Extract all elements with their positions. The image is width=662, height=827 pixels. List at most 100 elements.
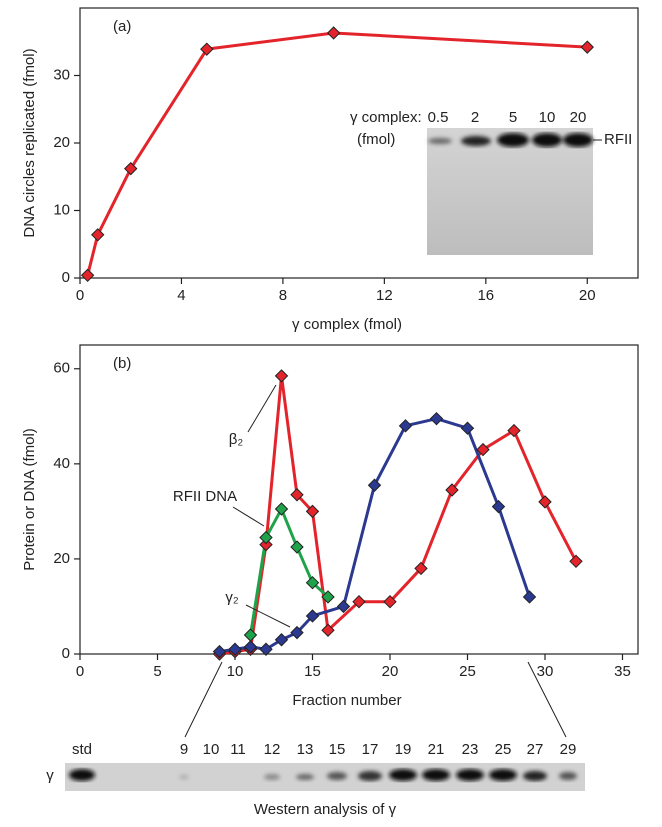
lane-label: 20 — [570, 109, 587, 126]
x-tick-label: 15 — [304, 663, 321, 680]
inset-label: γ complex: — [350, 109, 422, 126]
gel-lane-label: 19 — [395, 741, 412, 758]
data-point — [367, 478, 382, 492]
lane-label: 0.5 — [428, 109, 449, 126]
data-point — [383, 595, 397, 609]
y-axis-label: Protein or DNA (fmol) — [21, 428, 38, 571]
panel-label: (b) — [113, 355, 131, 372]
data-point — [212, 644, 227, 659]
data-point — [259, 642, 273, 656]
data-point — [274, 369, 289, 383]
y-tick-label: 10 — [53, 201, 70, 218]
gel-lane-label: 13 — [297, 741, 314, 758]
x-tick-label: 8 — [279, 287, 287, 304]
y-tick-label: 20 — [53, 134, 70, 151]
data-point — [259, 530, 273, 545]
band-label: RFII — [604, 131, 632, 148]
gel-lane-label: 9 — [180, 741, 188, 758]
x-tick-label: 4 — [177, 287, 185, 304]
data-point — [538, 495, 552, 509]
series-annotation: γ₂ — [225, 589, 239, 606]
gel-lane-label: 29 — [560, 741, 577, 758]
annotation-leader — [247, 384, 277, 433]
data-point — [200, 42, 214, 56]
data-point — [290, 488, 304, 502]
inset-bands — [428, 133, 593, 147]
gel-lane-label: 12 — [264, 741, 281, 758]
inset-gel — [427, 128, 593, 255]
y-tick-label: 40 — [53, 455, 70, 472]
x-axis-label: γ complex (fmol) — [292, 316, 402, 333]
data-point — [522, 590, 537, 604]
data-point — [305, 609, 320, 623]
data-point — [414, 561, 428, 576]
data-point — [326, 26, 341, 40]
annotation-leader — [245, 604, 291, 628]
x-tick-label: 20 — [382, 663, 399, 680]
data-point — [445, 483, 459, 497]
inset-unit: (fmol) — [357, 131, 395, 148]
data-point — [228, 642, 242, 656]
data-point — [124, 161, 138, 176]
x-tick-label: 35 — [614, 663, 631, 680]
x-tick-label: 0 — [76, 287, 84, 304]
x-tick-label: 30 — [537, 663, 554, 680]
series-line — [219, 374, 578, 656]
x-tick-label: 12 — [376, 287, 393, 304]
data-point — [321, 590, 335, 604]
data-point — [91, 228, 105, 242]
x-tick-label: 5 — [153, 663, 161, 680]
panel-label: (a) — [113, 18, 131, 35]
data-point — [507, 423, 521, 438]
lane-label: 5 — [509, 109, 517, 126]
gel-lane-label: 15 — [329, 741, 346, 758]
lane-label: 10 — [539, 109, 556, 126]
gel-lane-label: 11 — [230, 741, 246, 758]
x-axis-label: Fraction number — [292, 692, 401, 709]
data-point — [305, 575, 320, 590]
y-tick-label: 60 — [53, 360, 70, 377]
data-point — [243, 628, 258, 642]
data-point — [460, 421, 475, 435]
data-point — [352, 595, 366, 609]
data-point — [274, 502, 289, 516]
gel-caption: Western analysis of γ — [254, 801, 397, 818]
data-point — [259, 537, 273, 552]
data-point — [398, 419, 413, 433]
lane-label: 2 — [471, 109, 479, 126]
data-point — [321, 623, 335, 637]
annotation-leader — [232, 506, 265, 527]
gel-lane-label: 25 — [495, 741, 512, 758]
data-point — [476, 442, 490, 457]
series-annotation: RFII DNA — [173, 488, 237, 505]
data-point — [305, 504, 320, 519]
data-point — [491, 499, 506, 514]
data-point — [80, 268, 95, 283]
y-axis-label: DNA circles replicated (fmol) — [21, 48, 38, 237]
gel-lane-label: 21 — [428, 741, 445, 758]
data-point — [429, 411, 444, 426]
data-point — [274, 633, 289, 647]
series-annotation: β₂ — [229, 431, 244, 448]
gel-lane-label: 10 — [203, 741, 220, 758]
series-line — [86, 31, 588, 276]
y-tick-label: 30 — [53, 66, 70, 83]
gel-lane-label: 17 — [362, 741, 379, 758]
x-tick-label: 10 — [227, 663, 244, 680]
data-point — [569, 554, 583, 569]
y-tick-label: 20 — [53, 550, 70, 567]
data-point — [336, 599, 351, 614]
data-point — [243, 640, 258, 654]
gel-leaders — [184, 661, 567, 738]
x-tick-label: 16 — [477, 287, 494, 304]
data-point — [290, 625, 304, 640]
gel-row-label: γ — [46, 767, 54, 784]
y-tick-label: 0 — [62, 645, 70, 662]
gel-lane-label: std — [72, 741, 92, 758]
plot-frame — [79, 344, 639, 655]
x-tick-label: 20 — [579, 287, 596, 304]
data-point — [580, 40, 594, 54]
western-bands — [69, 769, 577, 781]
x-tick-label: 0 — [76, 663, 84, 680]
